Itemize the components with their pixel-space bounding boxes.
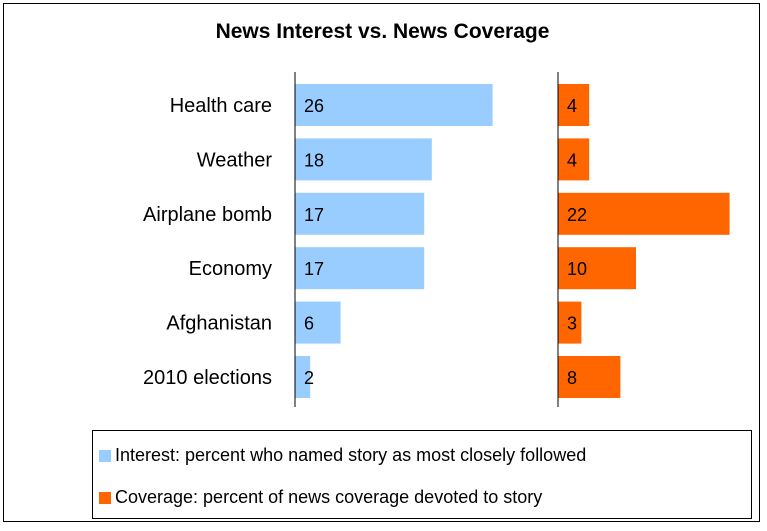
- category-label: Health care: [170, 95, 272, 117]
- chart-frame: News Interest vs. News Coverage Health c…: [3, 3, 760, 522]
- category-label: Weather: [197, 149, 273, 171]
- category-label: 2010 elections: [143, 367, 272, 389]
- legend: Interest: percent who named story as mos…: [92, 430, 752, 519]
- coverage-bar: [558, 356, 621, 398]
- interest-bar: [295, 192, 425, 235]
- interest-data-label: 17: [304, 205, 324, 225]
- coverage-bar: [558, 301, 582, 344]
- interest-bar: [295, 84, 493, 126]
- interest-bar: [295, 301, 341, 344]
- legend-item-coverage: Coverage: percent of news coverage devot…: [99, 487, 542, 508]
- category-label: Airplane bomb: [143, 204, 272, 226]
- coverage-bar: [558, 192, 730, 235]
- interest-data-label: 18: [304, 150, 324, 170]
- legend-swatch-coverage: [99, 491, 111, 504]
- interest-data-label: 26: [304, 96, 324, 116]
- interest-data-label: 6: [304, 314, 314, 334]
- coverage-data-label: 8: [567, 368, 577, 388]
- interest-bar: [295, 247, 425, 290]
- interest-bar: [295, 356, 311, 398]
- coverage-data-label: 4: [567, 150, 577, 170]
- bar-chart: Health care Weather Airplane bomb Economy Af…: [143, 72, 730, 407]
- interest-data-label: 2: [304, 368, 314, 388]
- coverage-bar: [558, 84, 590, 126]
- coverage-data-label: 4: [567, 96, 577, 116]
- coverage-data-label: 22: [567, 205, 587, 225]
- legend-label-interest: Interest: percent who named story as mos…: [115, 445, 587, 465]
- coverage-data-label: 10: [567, 259, 587, 279]
- legend-swatch-interest: [99, 449, 111, 462]
- category-label: Economy: [189, 258, 272, 280]
- legend-item-interest: Interest: percent who named story as mos…: [99, 445, 586, 466]
- coverage-bar: [558, 138, 590, 181]
- coverage-data-label: 3: [567, 314, 577, 334]
- interest-bar: [295, 138, 432, 181]
- interest-data-label: 17: [304, 259, 324, 279]
- coverage-bar: [558, 247, 636, 290]
- legend-label-coverage: Coverage: percent of news coverage devot…: [115, 487, 543, 507]
- category-label: Afghanistan: [166, 313, 272, 335]
- chart-title: News Interest vs. News Coverage: [215, 20, 550, 43]
